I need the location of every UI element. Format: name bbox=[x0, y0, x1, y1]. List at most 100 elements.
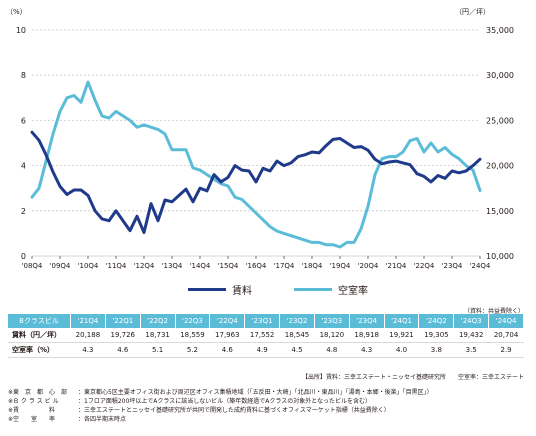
table-header-quarter: '22Q4 bbox=[209, 314, 246, 328]
footnote-label: ※空 室 率 bbox=[8, 416, 56, 423]
x-tick-label: '10Q4 bbox=[78, 262, 99, 270]
series-line-rent bbox=[30, 130, 482, 234]
table-header-quarter: '23Q2 bbox=[279, 314, 315, 328]
table-cell: 3.5 bbox=[453, 342, 489, 358]
table-cell: 4.6 bbox=[209, 342, 245, 358]
left-axis-ticks: 10 8 6 4 2 0 bbox=[16, 26, 26, 261]
table-cell: 3.8 bbox=[418, 342, 454, 358]
table-header-quarter: '21Q4 bbox=[70, 314, 106, 328]
table-cell: 5.1 bbox=[140, 342, 176, 358]
table-cell: 4.6 bbox=[105, 342, 141, 358]
table-cell: 4.8 bbox=[314, 342, 350, 358]
table-cell: 20,188 bbox=[70, 328, 106, 343]
x-tick-label: '20Q4 bbox=[358, 262, 379, 270]
footnote: ※東 京 都 心 部 ：東京都心5区主要オフィス街および周辺区オフィス集積地域（「… bbox=[8, 388, 433, 397]
table-cell: 4.5 bbox=[279, 342, 315, 358]
data-table: Bクラスビル '21Q4'22Q1'22Q2'22Q3'22Q4'23Q1'23… bbox=[8, 314, 524, 358]
footnote-text: ：東京都心5区主要オフィス街および周辺区オフィス集積地域（「五反田・大崎」「北品… bbox=[78, 389, 433, 396]
x-tick-label: '19Q4 bbox=[330, 262, 351, 270]
series-line-vacancy bbox=[30, 80, 482, 249]
table-cell: 19,305 bbox=[418, 328, 454, 343]
x-tick-label: '13Q4 bbox=[162, 262, 183, 270]
table-header-quarter: '22Q3 bbox=[175, 314, 211, 328]
table-body: 賃料（円／坪） 20,188 19,726 18,731 18,559 17,963 17,… bbox=[8, 328, 524, 358]
footnotes: ※東 京 都 心 部 ：東京都心5区主要オフィス街および周辺区オフィス集積地域（「… bbox=[8, 388, 433, 424]
x-tick-label: '24Q4 bbox=[470, 262, 491, 270]
grid-lines bbox=[32, 29, 480, 257]
table-header-quarter: '24Q4 bbox=[488, 314, 524, 328]
legend-item-rent: 賃料 bbox=[188, 282, 252, 297]
x-tick-label: '15Q4 bbox=[218, 262, 239, 270]
table-cell: 2.9 bbox=[488, 342, 524, 358]
right-axis-unit: （円／坪） bbox=[455, 8, 490, 16]
footnote: ※Ｂ ク ラ ス ビ ル ：1フロア面積200坪以上でAクラスに該当しないビル（築… bbox=[8, 397, 433, 406]
table-cell: 4.3 bbox=[70, 342, 106, 358]
table-cell: 19,726 bbox=[105, 328, 141, 343]
left-tick-label: 6 bbox=[21, 116, 26, 125]
table-cell: 18,120 bbox=[314, 328, 350, 343]
legend-swatch-rent bbox=[188, 288, 226, 291]
left-tick-label: 4 bbox=[21, 162, 26, 171]
right-tick-label: 25,000 bbox=[486, 116, 514, 125]
table-header-quarter: '24Q1 bbox=[384, 314, 420, 328]
x-tick-label: '14Q4 bbox=[190, 262, 211, 270]
table-cell: 18,918 bbox=[349, 328, 385, 343]
table-header-row: Bクラスビル '21Q4'22Q1'22Q2'22Q3'22Q4'23Q1'23… bbox=[8, 314, 524, 328]
chart-series bbox=[30, 80, 482, 249]
right-axis-ticks: 35,000 30,000 25,000 20,000 15,000 10,000 bbox=[486, 26, 514, 261]
table-cell: 17,963 bbox=[209, 328, 245, 343]
x-tick-label: '11Q4 bbox=[106, 262, 127, 270]
x-tick-label: '08Q4 bbox=[22, 262, 43, 270]
table-cell: 18,545 bbox=[279, 328, 315, 343]
table-header-quarter: '23Q4 bbox=[349, 314, 385, 328]
footnote-label: ※Ｂ ク ラ ス ビ ル bbox=[8, 398, 59, 405]
table-row-label: 賃料（円／坪） bbox=[8, 328, 71, 343]
table-header-quarter: '24Q3 bbox=[453, 314, 490, 328]
footnote: ※空 室 率 ：各四半期末時点 bbox=[8, 415, 433, 424]
table-cell: 17,552 bbox=[244, 328, 280, 343]
right-tick-label: 15,000 bbox=[486, 207, 514, 216]
right-tick-label: 10,000 bbox=[486, 252, 514, 261]
right-tick-label: 20,000 bbox=[486, 162, 514, 171]
table-row: 賃料（円／坪） 20,188 19,726 18,731 18,559 17,963 17,… bbox=[8, 328, 524, 343]
footnote-text: ：三幸エステートとニッセイ基礎研究所が共同で開発した成約賃料に基づくオフィスマー… bbox=[78, 407, 390, 414]
legend-swatch-vacancy bbox=[294, 288, 332, 291]
x-tick-label: '23Q4 bbox=[442, 262, 463, 270]
left-tick-label: 0 bbox=[21, 252, 26, 261]
footnote-text: ：1フロア面積200坪以上でAクラスに該当しないビル（築年数経過でAクラスの対象… bbox=[78, 398, 372, 405]
x-tick-label: '17Q4 bbox=[274, 262, 295, 270]
table-cell: 20,704 bbox=[488, 328, 524, 343]
footnote: ※賃 料 ：三幸エステートとニッセイ基礎研究所が共同で開発した成約賃料に基づくオフ… bbox=[8, 406, 433, 415]
table-header-quarter: '22Q2 bbox=[140, 314, 176, 328]
x-tick-label: '16Q4 bbox=[246, 262, 267, 270]
table-cell: 19,432 bbox=[453, 328, 489, 343]
legend-item-vacancy: 空室率 bbox=[294, 282, 368, 297]
table-cell: 5.2 bbox=[175, 342, 210, 358]
table-cell: 19,921 bbox=[384, 328, 419, 343]
x-tick-label: '21Q4 bbox=[386, 262, 407, 270]
legend-label-rent: 賃料 bbox=[232, 286, 252, 297]
table-cell: 4.9 bbox=[244, 342, 280, 358]
left-tick-label: 8 bbox=[21, 71, 26, 80]
table-row: 空室率（%） 4.3 4.6 5.1 5.2 4.6 4.9 4.5 4.8 4.3 4.0 3.8 3… bbox=[8, 342, 524, 358]
table-cell: 4.3 bbox=[349, 342, 385, 358]
left-tick-label: 10 bbox=[16, 26, 26, 35]
legend-label-vacancy: 空室率 bbox=[338, 286, 368, 297]
x-axis-ticks: '08Q4 '09Q4 '10Q4 '11Q4 '12Q4 '13Q4 '14Q4 '15Q4… bbox=[22, 256, 491, 270]
right-tick-label: 35,000 bbox=[486, 26, 514, 35]
chart-legend: 賃料 空室率 bbox=[0, 282, 536, 298]
table-note: （資料：共益費除く） bbox=[463, 308, 524, 315]
x-tick-label: '12Q4 bbox=[134, 262, 155, 270]
line-chart: （%） （円／坪） 10 8 6 4 2 0 35,000 30,000 25,000 20,0… bbox=[6, 8, 514, 270]
x-tick-label: '22Q4 bbox=[414, 262, 435, 270]
table-cell: 18,731 bbox=[140, 328, 176, 343]
left-tick-label: 2 bbox=[21, 207, 26, 216]
table-header-quarter: '24Q2 bbox=[418, 314, 455, 328]
right-tick-label: 30,000 bbox=[486, 71, 514, 80]
table-cell: 4.0 bbox=[384, 342, 419, 358]
x-tick-label: '09Q4 bbox=[50, 262, 71, 270]
table-header-quarter: '23Q1 bbox=[244, 314, 281, 328]
table-header-quarter: '23Q3 bbox=[314, 314, 350, 328]
x-tick-label: '18Q4 bbox=[302, 262, 323, 270]
footnote-label: ※東 京 都 心 部 bbox=[8, 389, 68, 396]
